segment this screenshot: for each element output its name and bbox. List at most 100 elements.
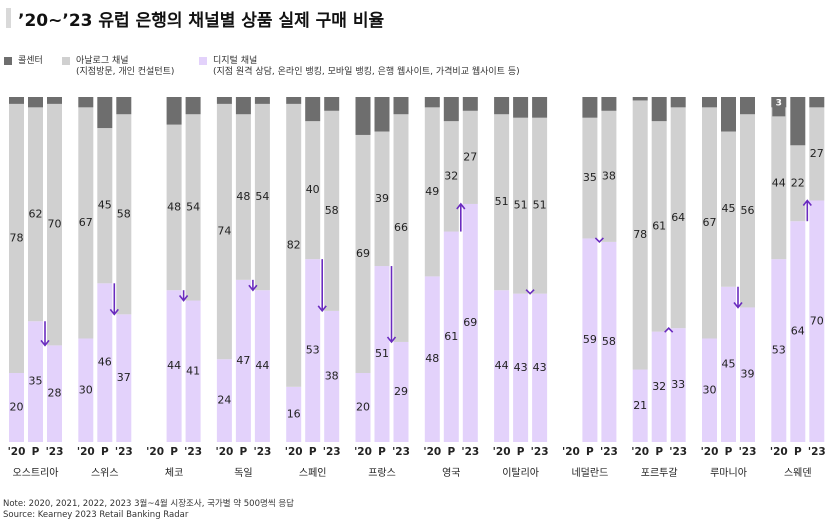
bar-segment-digital <box>235 279 251 442</box>
bar-segment-digital <box>443 231 459 442</box>
bar-label: '23 <box>115 446 133 458</box>
bar-segment-callcenter <box>424 97 440 108</box>
bar-segment-analog <box>532 117 548 294</box>
bar-segment-digital <box>740 307 755 442</box>
bar-segment-digital <box>651 331 667 442</box>
bar-segment-analog <box>286 103 302 387</box>
data-label-digital: 20 <box>356 401 370 414</box>
data-label-analog: 48 <box>167 200 181 213</box>
bar-label: '23 <box>392 446 410 458</box>
legend-sublabel-digital: (지점 원격 상담, 온라인 뱅킹, 모바일 뱅킹, 은행 웹사이트, 가격비교… <box>213 67 520 77</box>
bar-segment-digital <box>9 373 24 442</box>
bar-segment-analog <box>443 121 459 232</box>
bar-segment-analog <box>670 107 686 329</box>
bar-label: '20 <box>770 446 788 458</box>
bar-segment-digital <box>670 328 686 442</box>
bar-label: P <box>170 446 178 458</box>
data-label-digital: 39 <box>741 368 755 381</box>
data-label-analog: 51 <box>533 199 547 212</box>
trend-arrow-head <box>386 336 397 344</box>
bar-segment-digital <box>97 283 113 442</box>
bar-segment-digital <box>790 221 806 442</box>
bar-segment-analog <box>601 110 617 242</box>
bar-segment-analog <box>166 124 182 291</box>
legend-label-analog: 아날로그 채널 <box>76 56 129 66</box>
bar-segment-analog <box>374 131 390 267</box>
bar-label: P <box>725 446 733 458</box>
data-label-digital: 51 <box>375 347 389 360</box>
bar-segment-callcenter <box>324 97 340 111</box>
trend-arrow-head <box>40 339 50 347</box>
bar-label: '23 <box>808 446 826 458</box>
bar-label: '23 <box>46 446 64 458</box>
bar-segment-analog <box>771 107 787 260</box>
bar-segment-digital <box>462 203 478 442</box>
bar-segment-digital <box>771 259 787 442</box>
data-label-analog: 49 <box>425 185 439 198</box>
data-label-analog: 44 <box>772 176 786 189</box>
data-label-digital: 28 <box>48 387 62 400</box>
bar-segment-callcenter <box>462 97 478 111</box>
trend-arrow-head <box>733 301 743 309</box>
data-label-digital: 41 <box>186 364 200 377</box>
legend-label-digital: 디지털 채널 <box>213 56 258 66</box>
bar-segment-callcenter <box>702 97 717 108</box>
bar-label: P <box>655 446 663 458</box>
bar-segment-analog <box>632 100 648 370</box>
bar-segment-digital <box>582 238 598 442</box>
data-label-analog: 56 <box>741 204 755 217</box>
bar-segment-analog <box>185 114 201 301</box>
bar-segment-analog <box>324 110 340 311</box>
data-label-digital: 44 <box>167 359 181 372</box>
bar-segment-digital <box>47 345 62 442</box>
bar-label: '23 <box>600 446 618 458</box>
bar-label: P <box>447 446 455 458</box>
bar-segment-analog <box>9 103 24 374</box>
bar-segment-callcenter <box>185 97 201 115</box>
trend-arrow-head <box>248 284 258 292</box>
data-label-analog: 58 <box>325 204 339 217</box>
bar-segment-analog <box>97 128 113 284</box>
country-label: 포르투갈 <box>641 466 678 479</box>
data-label-analog: 78 <box>10 231 24 244</box>
country-label: 루마니아 <box>710 467 747 479</box>
bar-segment-analog <box>235 114 251 280</box>
bar-label: '20 <box>285 446 303 458</box>
data-label-analog: 27 <box>810 147 824 160</box>
trend-arrow-head <box>802 199 812 206</box>
bar-segment-callcenter <box>494 97 510 115</box>
bar-segment-analog <box>78 107 94 339</box>
bar-segment-callcenter <box>651 97 667 122</box>
data-label-analog: 78 <box>633 228 647 241</box>
data-label-digital: 58 <box>602 335 616 348</box>
bar-segment-callcenter <box>254 97 270 104</box>
bar-segment-callcenter <box>582 97 598 118</box>
data-label-analog: 62 <box>29 207 43 220</box>
data-label-digital: 43 <box>533 361 547 374</box>
bar-label: '20 <box>77 446 95 458</box>
data-label-analog: 45 <box>722 202 736 215</box>
bar-segment-digital <box>286 386 302 442</box>
bar-label: P <box>32 446 40 458</box>
bar-label: '20 <box>631 446 649 458</box>
bar-segment-analog <box>513 117 529 294</box>
bar-segment-digital <box>424 276 440 442</box>
chart-title: ’20~’23 유럽 은행의 채널별 상품 실제 구매 비율 <box>18 11 385 31</box>
bar-label: '20 <box>215 446 233 458</box>
bar-label: '20 <box>8 446 26 458</box>
bar-segment-callcenter <box>809 97 825 108</box>
data-label-analog: 48 <box>236 190 250 203</box>
data-label-digital: 53 <box>772 344 786 357</box>
data-label-callcenter: 3 <box>776 99 782 109</box>
legend-label-callcenter: 콜센터 <box>18 56 43 66</box>
data-label-digital: 35 <box>29 375 43 388</box>
bar-segment-callcenter <box>97 97 113 129</box>
bar-label: '23 <box>669 446 687 458</box>
bar-segment-analog <box>462 110 478 204</box>
data-label-analog: 54 <box>255 190 269 203</box>
bar-label: '20 <box>146 446 164 458</box>
bar-segment-callcenter <box>670 97 686 108</box>
bar-segment-analog <box>721 131 736 287</box>
bar-segment-analog <box>305 121 321 260</box>
